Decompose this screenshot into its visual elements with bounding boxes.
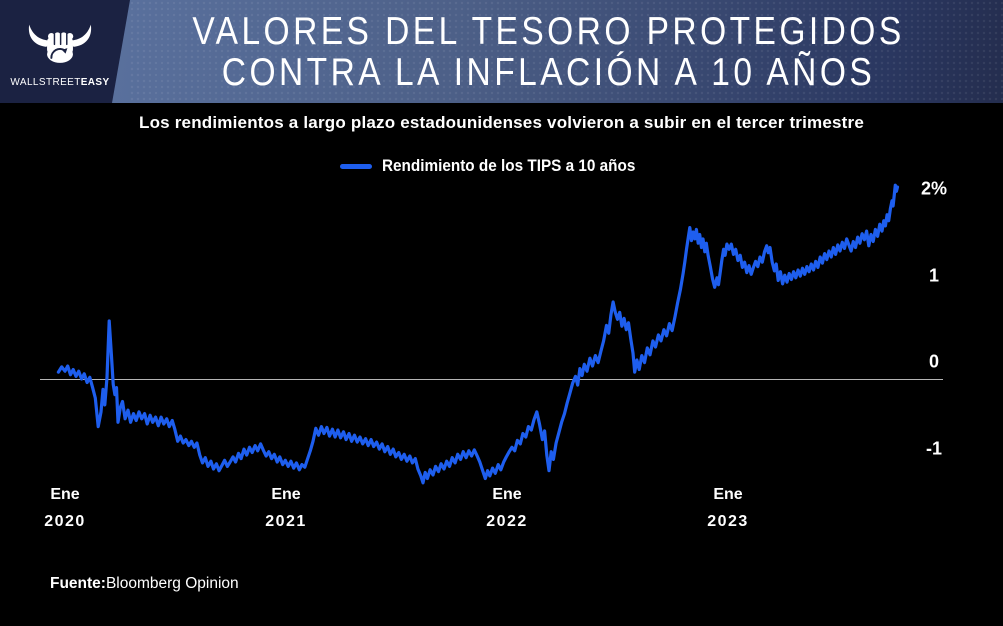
brand-suffix: EASY <box>80 76 110 88</box>
page-title-line1: VALORES DEL TESORO PROTEGIDOS <box>192 9 905 53</box>
x-tick-month: Ene <box>492 486 522 503</box>
page-title-line2: CONTRA LA INFLACIÓN A 10 AÑOS <box>221 50 876 94</box>
page-title: VALORES DEL TESORO PROTEGIDOS CONTRA LA … <box>130 11 967 93</box>
x-tick-year: 2021 <box>265 513 307 530</box>
y-tick-label: -1 <box>925 438 942 459</box>
title-area: VALORES DEL TESORO PROTEGIDOS CONTRA LA … <box>130 0 1003 103</box>
x-tick-month: Ene <box>50 486 80 503</box>
y-tick-label: 0 <box>928 351 939 372</box>
brand-prefix: WALLSTREET <box>10 76 81 88</box>
source-footer: Fuente:Bloomberg Opinion <box>50 575 239 593</box>
y-tick-label: 1 <box>928 265 939 286</box>
legend-label: Rendimiento de los TIPS a 10 años <box>381 156 636 175</box>
x-tick-label: Ene 2021 <box>265 481 307 535</box>
source-value: Bloomberg Opinion <box>105 575 239 592</box>
yield-line-path <box>56 183 900 485</box>
bull-fist-icon <box>23 16 97 74</box>
header-banner: WALLSTREETEASY VALORES DEL TESORO PROTEG… <box>0 0 1003 103</box>
x-tick-year: 2022 <box>486 513 528 530</box>
legend-line-swatch <box>339 163 372 169</box>
brand-name: WALLSTREETEASY <box>10 77 109 88</box>
chart-legend: Rendimiento de los TIPS a 10 años <box>0 155 1003 177</box>
brand-logo: WALLSTREETEASY <box>0 0 130 103</box>
zero-gridline <box>40 379 943 380</box>
x-tick-year: 2020 <box>44 513 86 530</box>
x-tick-label: Ene 2022 <box>486 481 528 535</box>
source-label: Fuente: <box>50 575 106 592</box>
y-tick-label: 2% <box>920 178 947 199</box>
x-tick-label: Ene 2020 <box>44 481 86 535</box>
x-tick-month: Ene <box>271 486 301 503</box>
x-tick-year: 2023 <box>707 513 749 530</box>
x-tick-month: Ene <box>713 486 743 503</box>
chart-subtitle: Los rendimientos a largo plazo estadouni… <box>139 113 864 132</box>
x-tick-label: Ene 2023 <box>707 481 749 535</box>
